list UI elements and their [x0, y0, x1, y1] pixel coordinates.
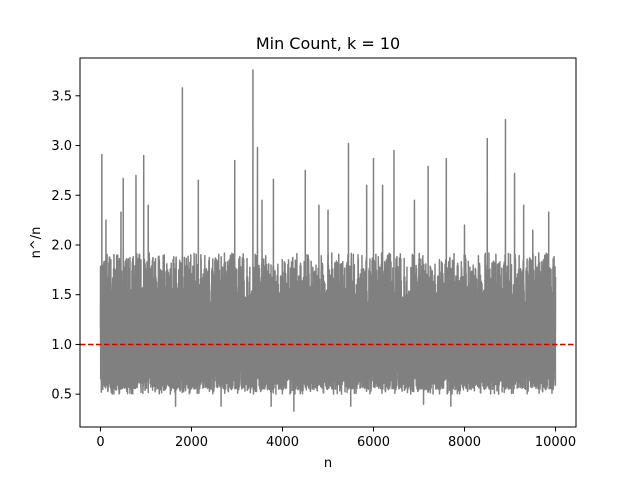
y-tick-label: 2.5 — [51, 189, 72, 204]
y-tick-label: 3.0 — [51, 139, 72, 154]
y-tick-label: 0.5 — [51, 388, 72, 403]
plot-layer — [80, 69, 576, 412]
x-tick-label: 6000 — [357, 435, 390, 450]
series-line-0 — [99, 69, 557, 412]
x-tick-label: 8000 — [448, 435, 481, 450]
ticks-layer: 0 2000 4000 6000 8000 10000 0.5 1.0 1.5 2.0 2.5 3.0… — [51, 89, 576, 450]
y-tick-label: 1.0 — [51, 338, 72, 353]
x-tick-label: 2000 — [175, 435, 208, 450]
x-tick-label: 10000 — [535, 435, 576, 450]
chart-title: Min Count, k = 10 — [256, 34, 400, 53]
y-tick-label: 3.5 — [51, 89, 72, 104]
axes-frame — [79, 57, 577, 428]
x-axis-label: n — [324, 456, 332, 471]
y-tick-label: 1.5 — [51, 288, 72, 303]
y-axis-label: n^/n — [29, 227, 44, 259]
x-tick-label: 4000 — [266, 435, 299, 450]
y-tick-label: 2.0 — [51, 238, 72, 253]
x-tick-label: 0 — [96, 435, 104, 450]
